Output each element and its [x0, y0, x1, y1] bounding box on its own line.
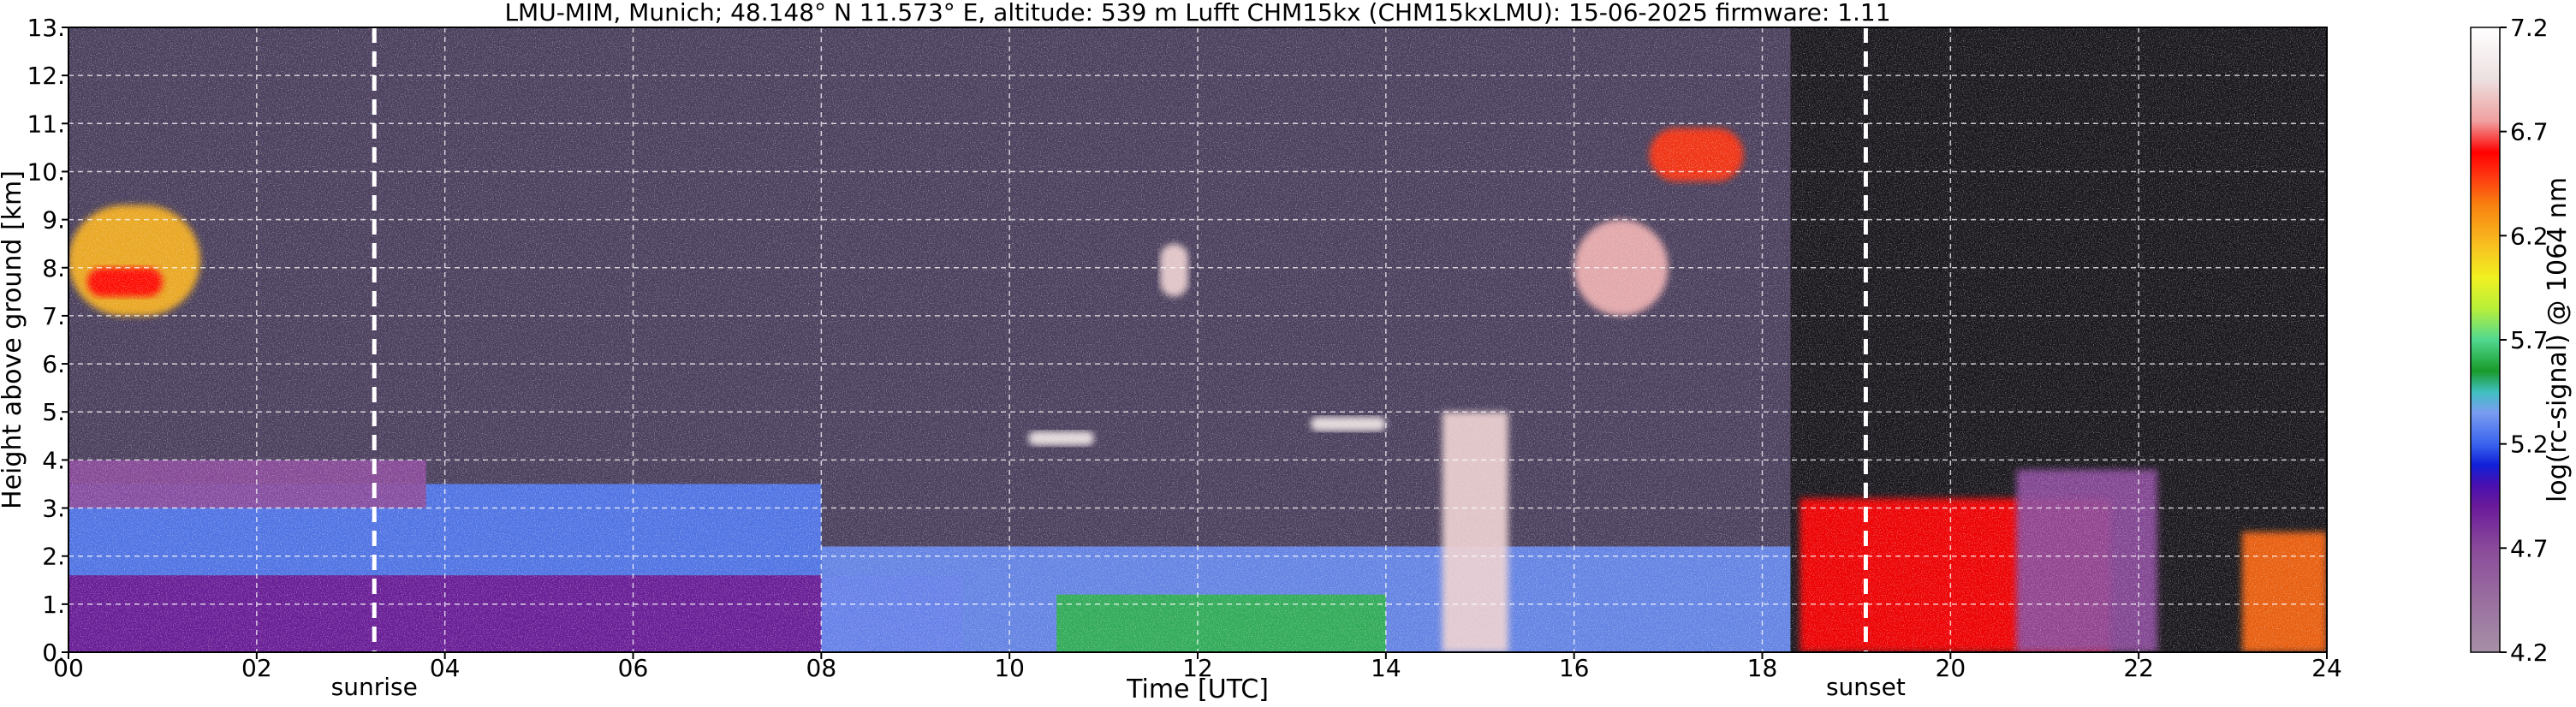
y-tick-label: 9.: [42, 206, 65, 235]
chart-title: LMU-MIM, Munich; 48.148° N 11.573° E, al…: [504, 0, 1890, 27]
x-tick-label: 02: [241, 654, 272, 682]
x-tick-label: 04: [430, 654, 461, 682]
x-tick-label: 22: [2123, 654, 2154, 682]
x-tick-label: 12: [1182, 654, 1213, 682]
sunrise-label: sunrise: [331, 673, 418, 701]
y-tick-label: 3.: [42, 495, 65, 523]
x-tick-label: 24: [2311, 654, 2342, 682]
colorbar-tick-label: 6.7: [2510, 118, 2549, 146]
y-tick-label: 2.: [42, 543, 65, 571]
colorbar-tick-label: 5.7: [2510, 326, 2549, 354]
colorbar-label: log(rc-signal) @ 1064 nm: [2543, 177, 2573, 502]
y-tick-label: 13.: [27, 14, 65, 42]
x-axis-label: Time [UTC]: [1126, 674, 1269, 704]
colorbar-tick-label: 6.2: [2510, 222, 2549, 250]
plot-area: [68, 27, 2328, 653]
y-tick-label: 10.: [27, 157, 65, 186]
x-tick-label: 18: [1747, 654, 1778, 682]
y-tick-label: 7.: [42, 302, 65, 330]
colorbar-ticks: 4.2 4.7 5.2 5.7 6.2 6.7 7.2: [2500, 14, 2549, 667]
x-tick-label: 00: [53, 654, 84, 682]
y-tick-label: 8.: [42, 254, 65, 282]
colorbar-tick-label: 4.7: [2510, 534, 2549, 562]
y-tick-label: 0.: [42, 639, 65, 667]
y-tick-label: 5.: [42, 398, 65, 426]
x-tick-label: 20: [1936, 654, 1966, 682]
colorbar-tick-label: 7.2: [2510, 14, 2549, 42]
y-axis-label: Height above ground [km]: [0, 170, 27, 509]
x-tick-label: 14: [1371, 654, 1401, 682]
y-tick-label: 12.: [27, 62, 65, 90]
y-tick-label: 4.: [42, 446, 65, 474]
colorbar-tick-label: 5.2: [2510, 431, 2549, 459]
x-tick-label: 10: [994, 654, 1025, 682]
sun-markers: [372, 27, 1868, 652]
colorbar: 4.2 4.7 5.2 5.7 6.2 6.7 7.2 log(rc-signal) @ 1…: [2470, 14, 2573, 667]
y-tick-label: 11.: [27, 110, 65, 138]
colorbar-tick-label: 4.2: [2510, 639, 2549, 667]
x-tick-label: 16: [1559, 654, 1590, 682]
x-tick-label: 06: [618, 654, 649, 682]
y-axis: 0. 1. 2. 3. 4. 5. 6. 7. 8. 9. 10. 11. 12. 13.: [27, 14, 68, 667]
sunset-label: sunset: [1826, 673, 1906, 701]
y-tick-label: 6.: [42, 350, 65, 378]
grid-lines: [68, 27, 2327, 652]
x-axis: 00 02 04 06 08 10 12 14 16 18 20 22 24: [53, 652, 2342, 682]
x-tick-label: 08: [806, 654, 837, 682]
y-tick-label: 1.: [42, 591, 65, 619]
colorbar-gradient: [2470, 27, 2501, 653]
